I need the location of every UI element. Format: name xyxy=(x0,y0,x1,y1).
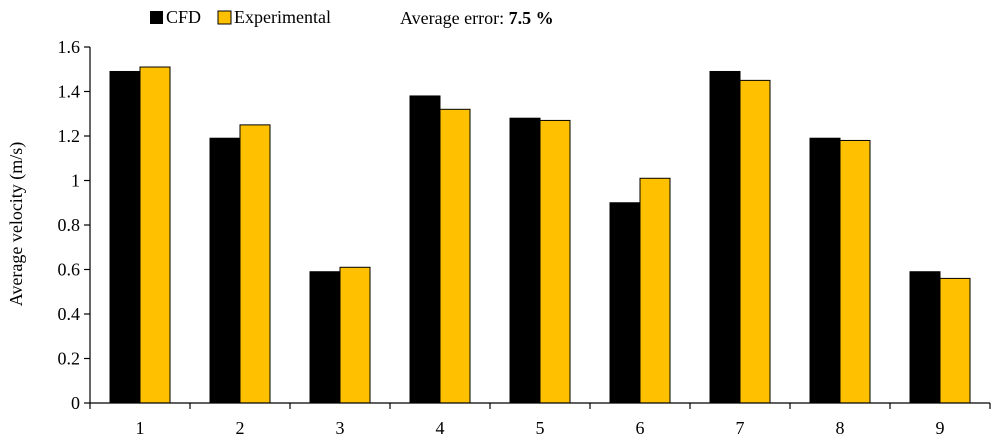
bar-experimental-3 xyxy=(339,266,371,404)
bar-cfd-9 xyxy=(909,271,941,404)
average-error-annotation: Average error: 7.5 % xyxy=(400,8,554,28)
legend-label-cfd: CFD xyxy=(166,7,201,27)
bar-experimental-9 xyxy=(939,277,971,404)
bar-cfd-1 xyxy=(109,70,141,404)
bar-cfd-7 xyxy=(709,70,741,404)
x-tick-label: 7 xyxy=(736,418,745,438)
x-tick-label: 5 xyxy=(536,418,545,438)
y-tick-label: 1.2 xyxy=(58,126,81,146)
y-tick-label: 0.2 xyxy=(58,349,81,369)
bar-experimental-7 xyxy=(739,79,771,404)
legend-swatch-cfd xyxy=(150,11,163,24)
y-tick-label: 1 xyxy=(71,171,80,191)
bars-layer xyxy=(109,66,971,404)
legend-label-experimental: Experimental xyxy=(234,7,331,27)
bar-cfd-2 xyxy=(209,137,241,404)
y-tick-label: 1.6 xyxy=(58,37,81,57)
y-tick-label: 1.4 xyxy=(58,82,81,102)
y-tick-label: 0.8 xyxy=(58,215,81,235)
bar-experimental-5 xyxy=(539,119,571,404)
average-error-value: 7.5 % xyxy=(509,8,554,28)
bar-experimental-8 xyxy=(839,139,871,404)
bar-cfd-3 xyxy=(309,271,341,404)
bar-experimental-1 xyxy=(139,66,171,404)
bar-cfd-6 xyxy=(609,202,641,404)
legend: CFD Experimental xyxy=(150,7,331,27)
x-tick-label: 9 xyxy=(936,418,945,438)
average-error-label: Average error: xyxy=(400,8,504,28)
bar-cfd-4 xyxy=(409,95,441,404)
x-tick-label: 4 xyxy=(436,418,445,438)
x-tick-label: 6 xyxy=(636,418,645,438)
x-axis-ticks: 1 2 3 4 5 6 7 8 9 xyxy=(89,403,991,438)
x-tick-label: 3 xyxy=(336,418,345,438)
y-axis-title: Average velocity (m/s) xyxy=(6,142,27,307)
y-tick-label: 0.4 xyxy=(58,304,81,324)
y-tick-label: 0 xyxy=(71,393,80,413)
bar-experimental-6 xyxy=(639,177,671,404)
legend-swatch-experimental xyxy=(217,10,232,25)
bar-experimental-2 xyxy=(239,124,271,404)
bar-experimental-4 xyxy=(439,108,471,404)
x-tick-label: 8 xyxy=(836,418,845,438)
bar-cfd-8 xyxy=(809,137,841,404)
bar-cfd-5 xyxy=(509,117,541,404)
y-tick-label: 0.6 xyxy=(58,260,81,280)
y-axis-ticks: 0 0.2 0.4 0.6 0.8 1 1.2 1.4 1.6 xyxy=(58,37,90,413)
x-tick-label: 1 xyxy=(136,418,145,438)
x-tick-label: 2 xyxy=(236,418,245,438)
